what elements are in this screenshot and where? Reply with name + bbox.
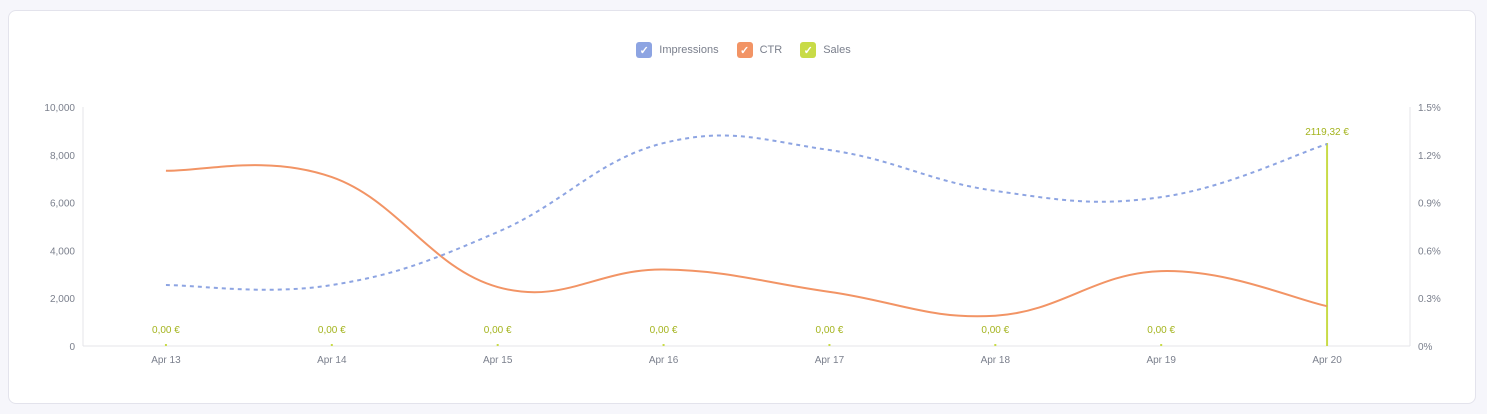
sales-data-label: 0,00 € xyxy=(816,325,844,336)
ctr-line xyxy=(165,164,1328,318)
x-tick-label: Apr 14 xyxy=(317,355,347,366)
x-tick-label: Apr 19 xyxy=(1146,355,1176,366)
y-right-tick-label: 1.2% xyxy=(1418,151,1441,162)
sales-data-label: 2119,32 € xyxy=(1305,127,1349,138)
checkbox-icon[interactable]: ✓ xyxy=(636,42,653,58)
x-tick-label: Apr 13 xyxy=(151,355,181,366)
y-left-tick-label: 10,000 xyxy=(44,103,75,114)
y-right-tick-label: 1.5% xyxy=(1418,103,1441,114)
x-tick-label: Apr 15 xyxy=(483,355,513,366)
sales-data-label: 0,00 € xyxy=(981,325,1009,336)
x-tick-label: Apr 20 xyxy=(1312,355,1342,366)
x-tick-label: Apr 16 xyxy=(649,355,679,366)
sales-data-label: 0,00 € xyxy=(152,325,180,336)
x-tick-label: Apr 17 xyxy=(815,355,845,366)
y-right-tick-label: 0.6% xyxy=(1418,246,1441,257)
sales-data-label: 0,00 € xyxy=(484,325,512,336)
legend-label: Impressions xyxy=(659,44,719,56)
y-left-tick-label: 2,000 xyxy=(50,294,75,305)
legend: ✓ Impressions ✓ CTR ✓ Sales xyxy=(0,42,1487,58)
checkbox-icon[interactable]: ✓ xyxy=(736,42,753,58)
sales-data-label: 0,00 € xyxy=(318,325,346,336)
y-left-tick-label: 0 xyxy=(69,342,75,353)
y-right-tick-label: 0% xyxy=(1418,342,1433,353)
chart-card xyxy=(8,10,1476,404)
checkbox-icon[interactable]: ✓ xyxy=(800,42,817,58)
legend-label: Sales xyxy=(823,44,851,56)
impressions-line xyxy=(165,134,1328,291)
legend-item-sales[interactable]: ✓ Sales xyxy=(800,42,851,58)
y-left-tick-label: 4,000 xyxy=(50,246,75,257)
y-right-tick-label: 0.3% xyxy=(1418,294,1441,305)
legend-label: CTR xyxy=(759,44,783,56)
legend-item-ctr[interactable]: ✓ CTR xyxy=(736,42,783,58)
y-left-tick-label: 8,000 xyxy=(50,151,75,162)
y-left-tick-label: 6,000 xyxy=(50,199,75,210)
y-right-tick-label: 0.9% xyxy=(1418,199,1441,210)
sales-data-label: 0,00 € xyxy=(1147,325,1175,336)
sales-data-label: 0,00 € xyxy=(650,325,678,336)
x-tick-label: Apr 18 xyxy=(981,355,1011,366)
legend-item-impressions[interactable]: ✓ Impressions xyxy=(636,42,719,58)
